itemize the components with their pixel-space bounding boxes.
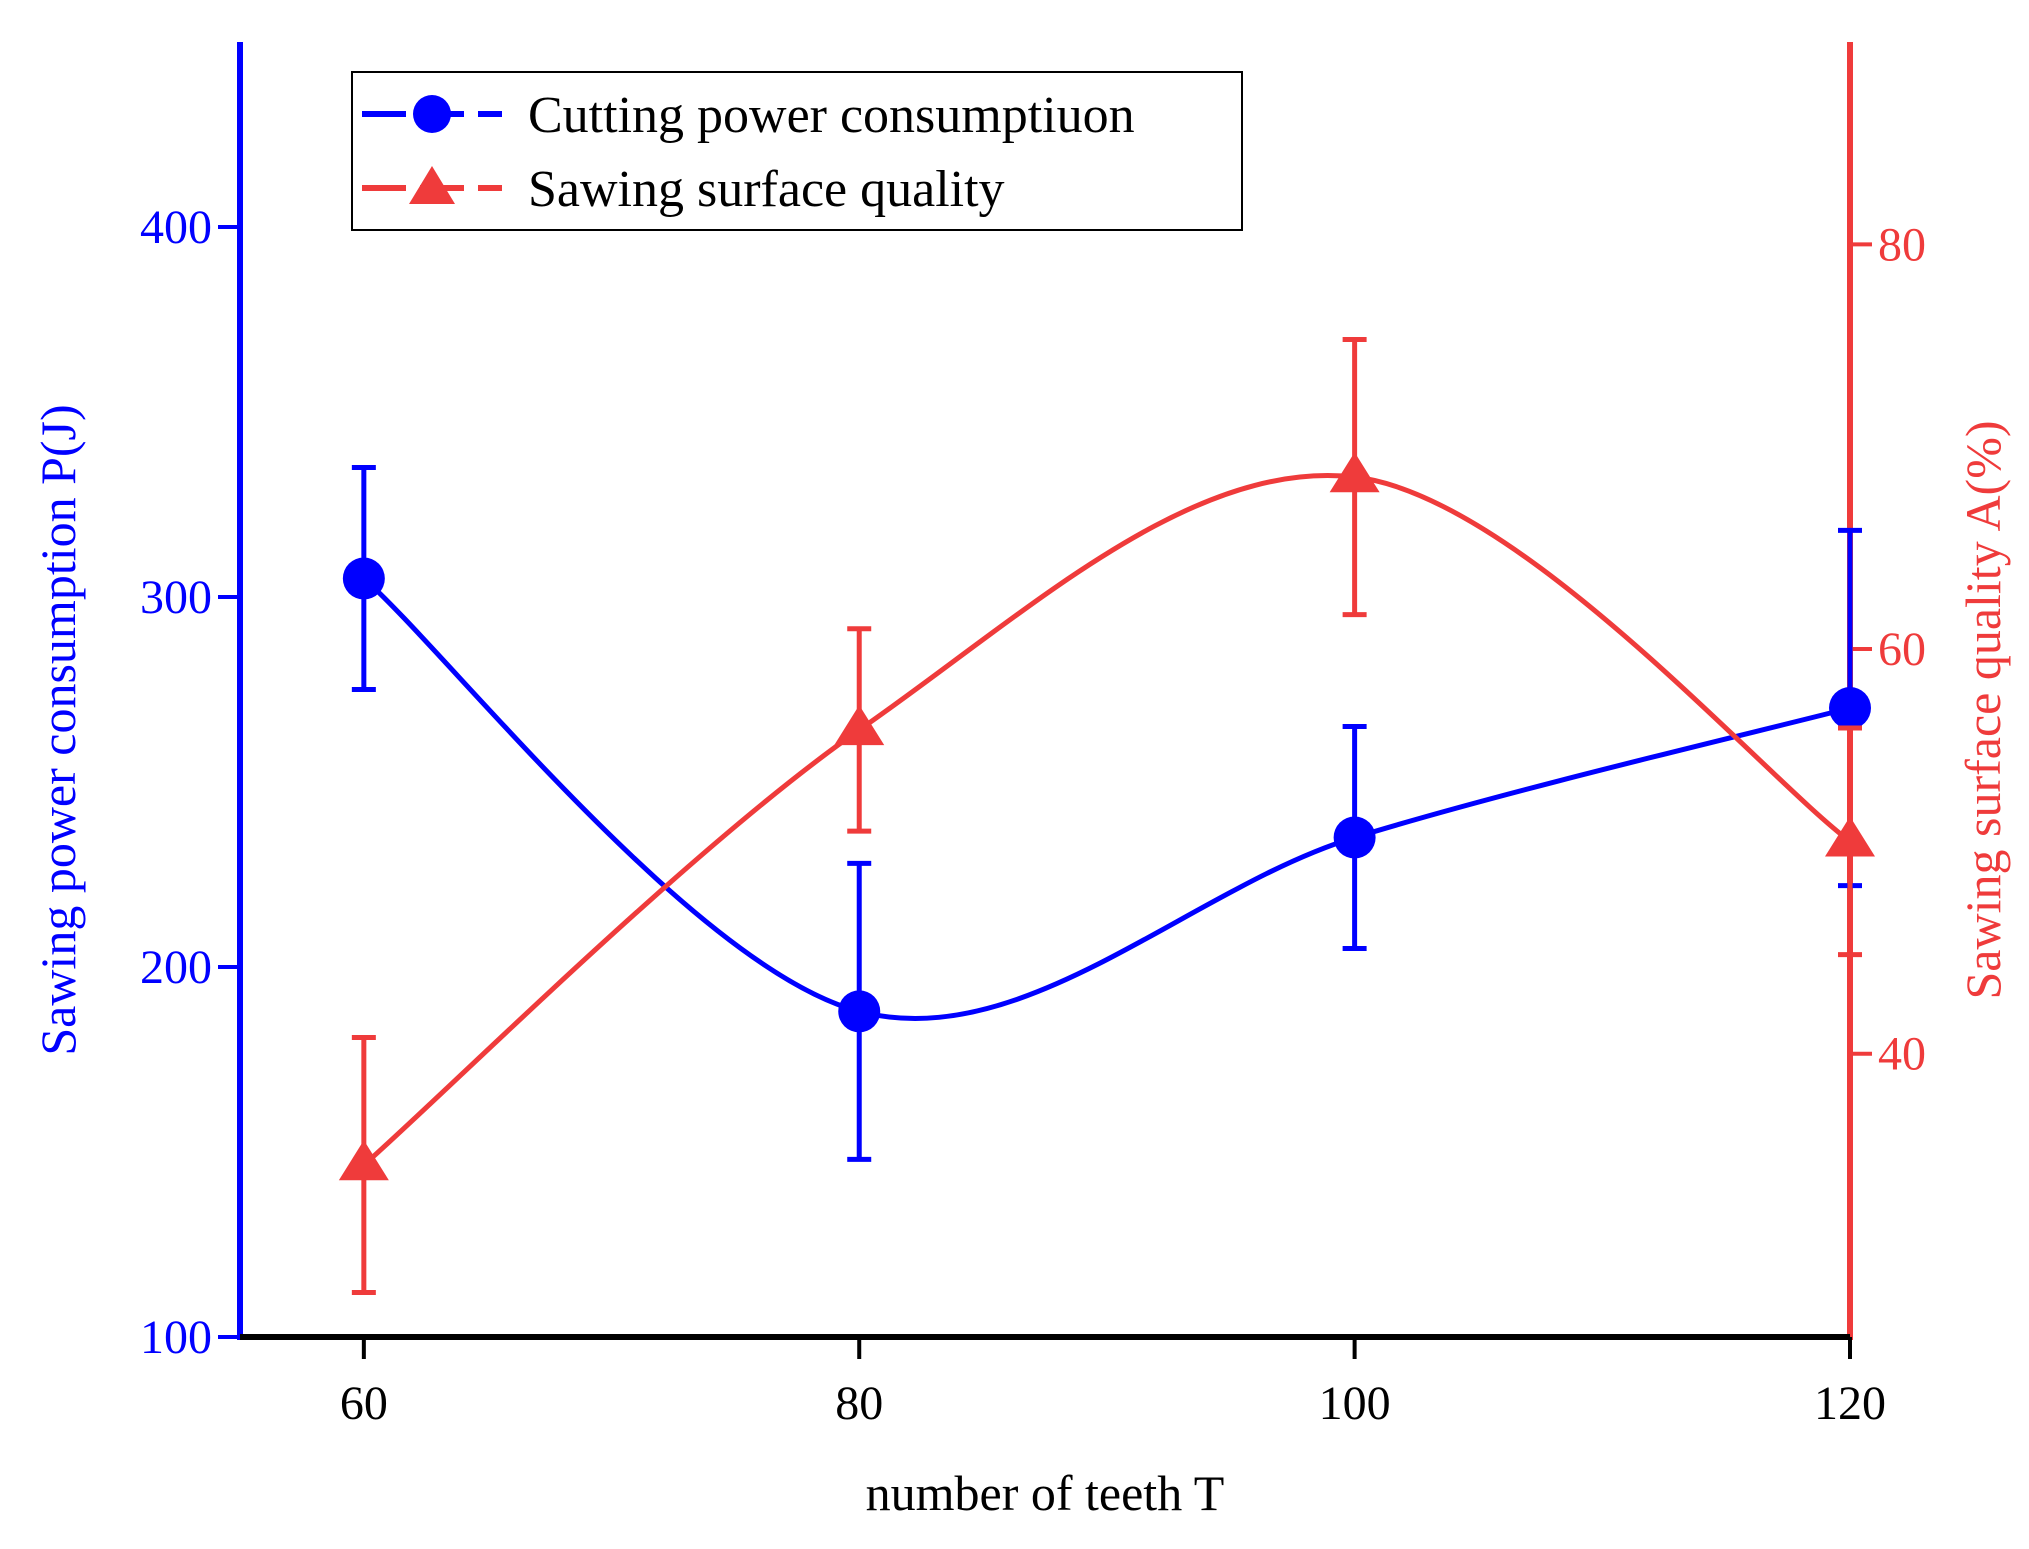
left-y-tick-label: 200 [140,941,212,994]
left-y-tick-label: 100 [140,1311,212,1364]
x-tick-label: 100 [1319,1377,1391,1430]
legend-entry-quality: Sawing surface quality [362,161,1005,218]
left-y-axis-title: Sawing power consumption P(J) [30,404,86,1055]
series-line [362,576,1851,1021]
data-point [1333,816,1376,859]
data-point [1829,687,1871,729]
legend-triangle-marker-icon [409,166,455,204]
legend-entry-power: Cutting power consumptiuon [362,87,1135,144]
series-power [342,465,1871,1162]
x-tick-label: 120 [1814,1377,1886,1430]
right-y-tick-label: 40 [1878,1028,1926,1081]
x-tick-label: 60 [340,1377,388,1430]
data-point [834,705,885,746]
x-axis-title: number of teeth T [866,1465,1225,1521]
data-point [1825,816,1875,857]
series-layer [338,336,1875,1295]
data-point [338,1140,389,1181]
right-y-tick-label: 60 [1878,623,1926,676]
right-y-axis-title: Sawing surface quality A(%) [1955,420,2011,999]
series-line [362,473,1852,1167]
legend-circle-marker-icon [413,95,451,133]
data-point [342,557,385,600]
left-y-tick-label: 300 [140,571,212,624]
right-y-tick-label: 80 [1878,218,1926,271]
legend-label-quality: Sawing surface quality [528,161,1005,218]
series-quality [338,336,1875,1295]
left-y-axis: 100 200 300 400 [140,42,243,1364]
left-y-tick-label: 400 [140,201,212,254]
data-point [1329,452,1380,493]
x-axis: 60 80 100 120 [240,1334,1886,1430]
legend: Cutting power consumptiuon Sawing surfac… [351,71,1243,231]
legend-label-power: Cutting power consumptiuon [528,87,1135,144]
legend-box [351,71,1243,231]
data-point [838,990,881,1033]
x-tick-label: 80 [835,1377,883,1430]
